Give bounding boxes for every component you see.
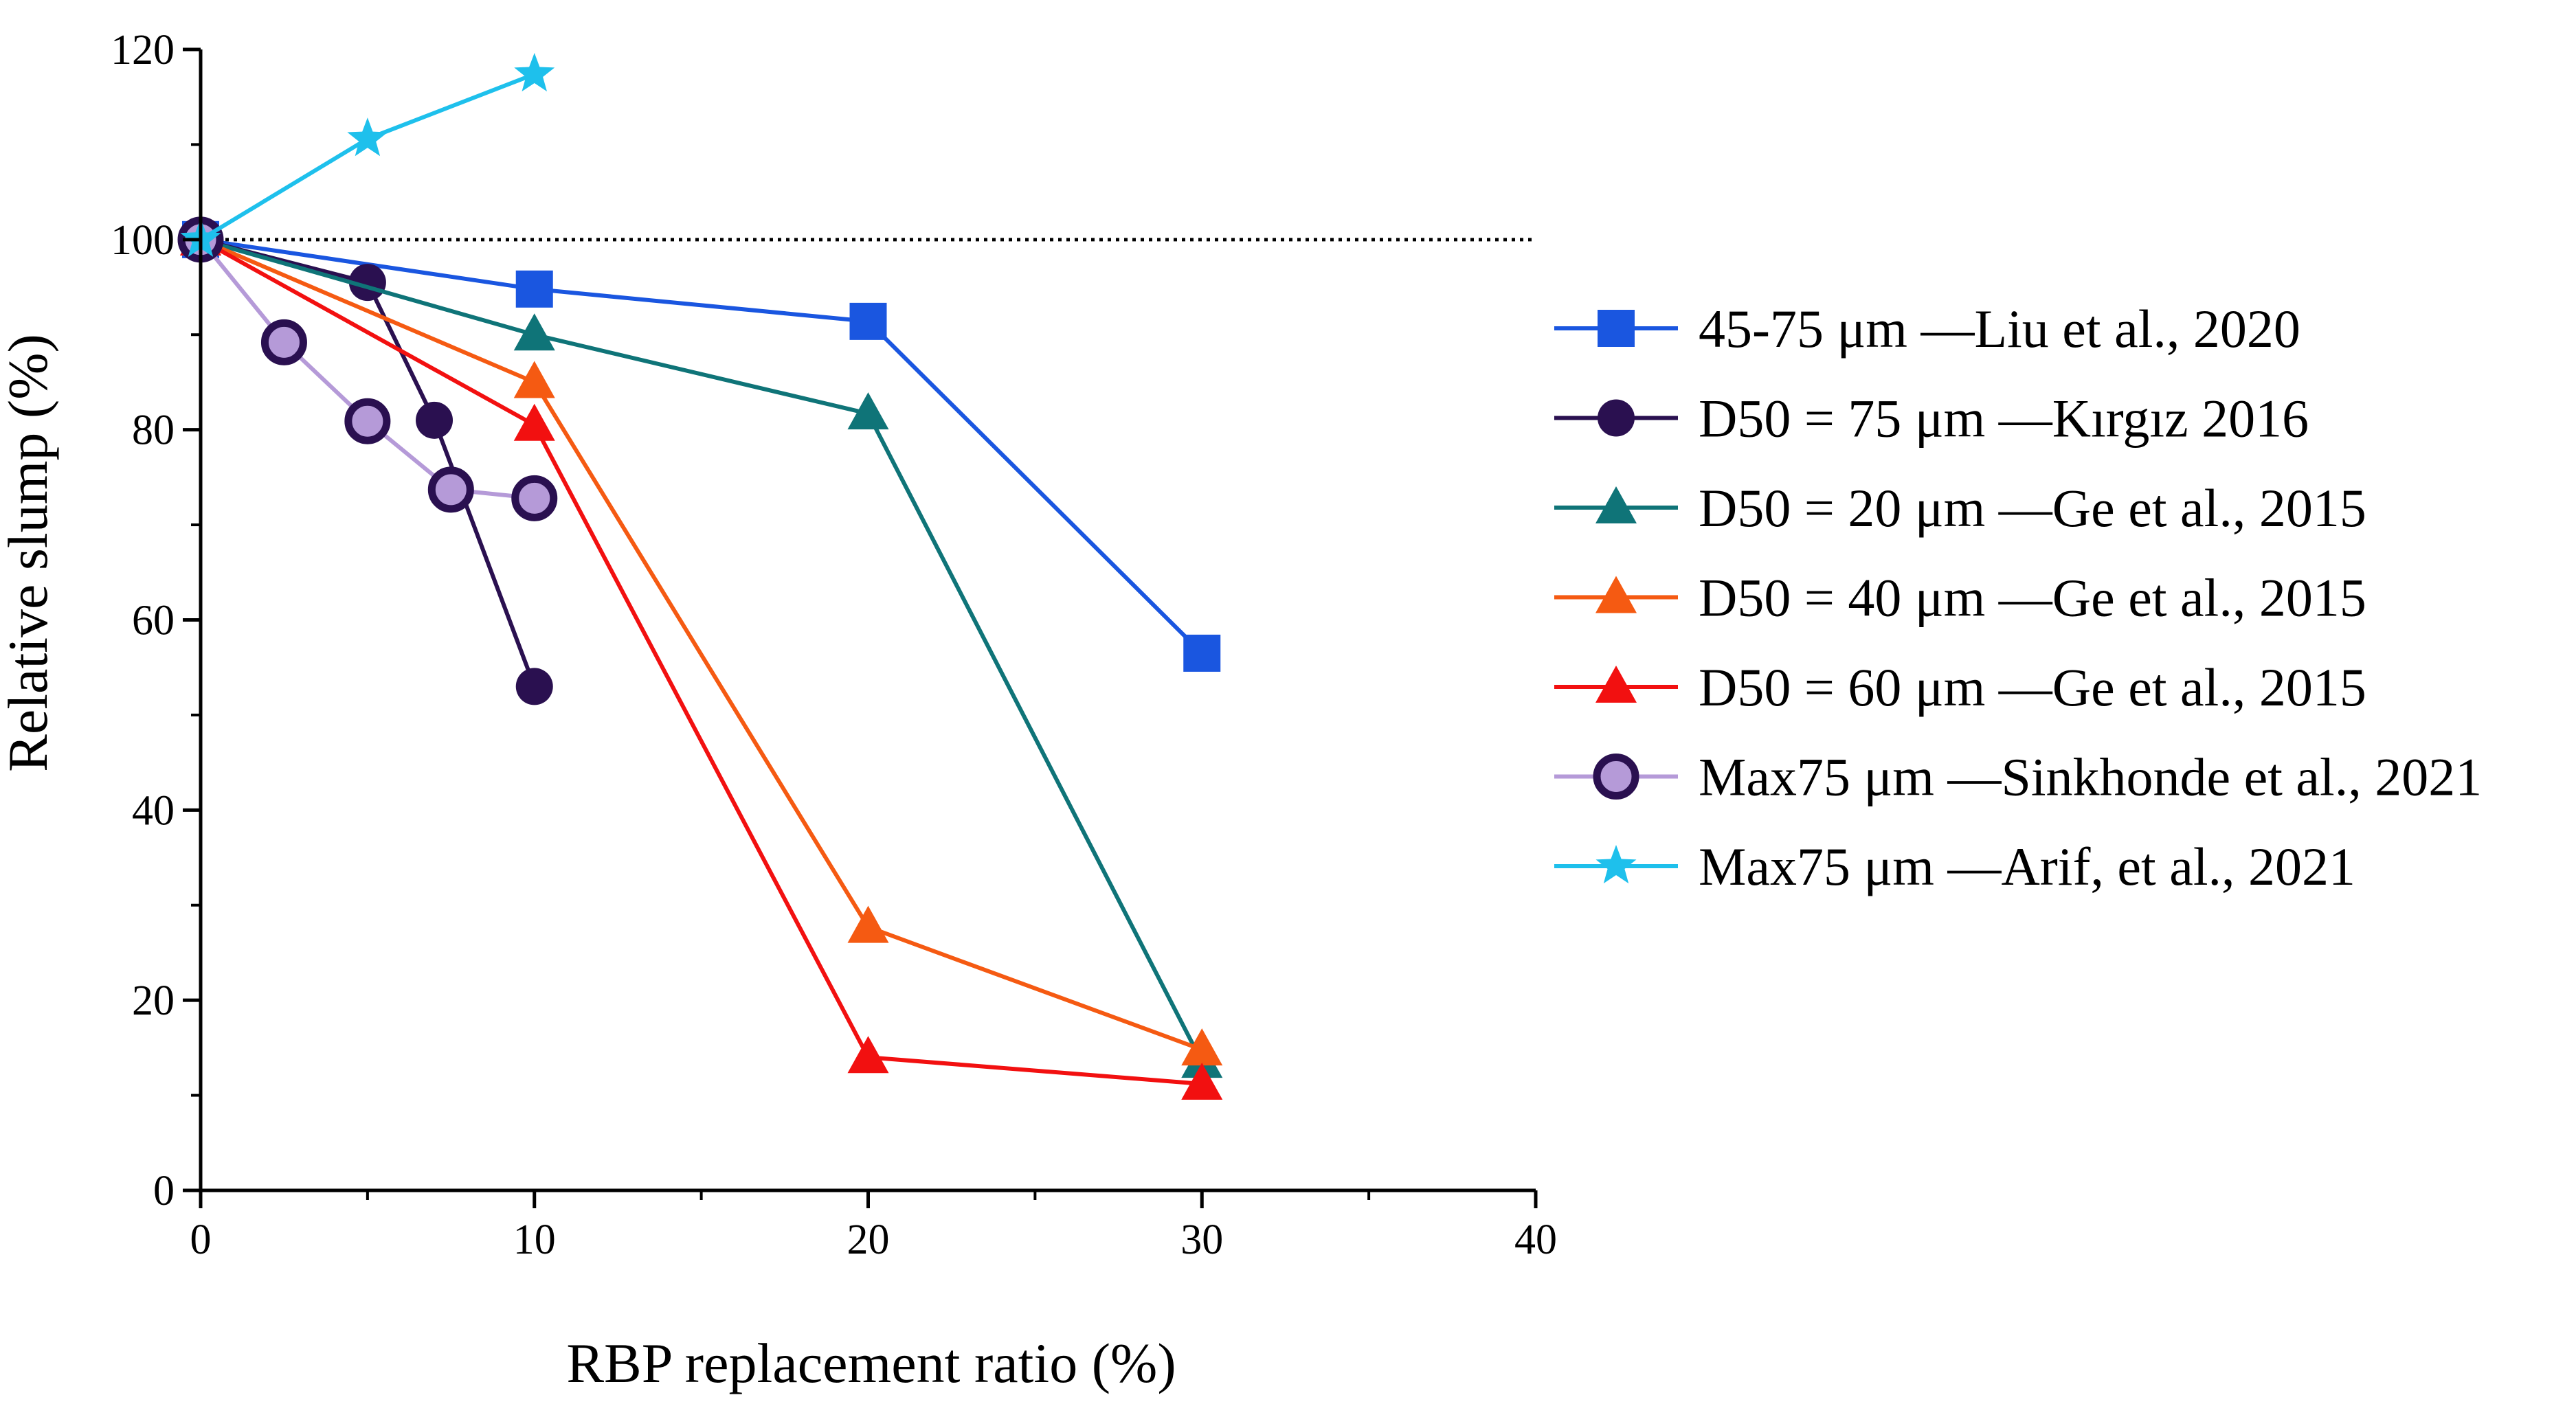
legend-label: Max75 μm —Arif, et al., 2021 bbox=[1699, 837, 2355, 896]
data-point bbox=[847, 905, 889, 943]
series-line bbox=[199, 238, 1202, 1086]
legend-marker bbox=[1598, 310, 1635, 347]
series-line bbox=[200, 237, 1204, 1063]
x-tick-label: 40 bbox=[1514, 1216, 1557, 1263]
legend-item: Max75 μm —Arif, et al., 2021 bbox=[1554, 837, 2355, 896]
series-2 bbox=[182, 220, 553, 705]
legend-item: D50 = 75 μm —Kırgız 2016 bbox=[1554, 389, 2309, 449]
data-point bbox=[514, 53, 555, 92]
series-line bbox=[199, 238, 1203, 1052]
x-tick-label: 10 bbox=[513, 1216, 556, 1263]
legend: 45-75 μm —Liu et al., 2020 D50 = 75 μm —K… bbox=[1554, 299, 2482, 896]
series-line bbox=[200, 237, 537, 688]
y-tick-label: 100 bbox=[111, 217, 175, 264]
legend-label: D50 = 40 μm —Ge et al., 2015 bbox=[1699, 568, 2366, 628]
legend-marker bbox=[1598, 399, 1635, 437]
x-tick-label: 30 bbox=[1180, 1216, 1223, 1263]
data-point bbox=[513, 313, 555, 351]
data-point bbox=[515, 270, 553, 308]
data-point bbox=[347, 117, 388, 157]
data-point bbox=[849, 302, 887, 340]
legend-label: D50 = 20 μm —Ge et al., 2015 bbox=[1699, 478, 2366, 538]
y-tick-label: 40 bbox=[132, 787, 175, 834]
legend-item: Max75 μm —Sinkhonde et al., 2021 bbox=[1554, 747, 2482, 807]
legend-marker bbox=[1595, 486, 1637, 523]
series-6 bbox=[177, 216, 558, 521]
legend-marker bbox=[1595, 576, 1637, 613]
y-tick-label: 0 bbox=[153, 1168, 175, 1214]
series-7 bbox=[180, 53, 555, 257]
data-point bbox=[511, 475, 558, 521]
y-tick-label: 120 bbox=[111, 27, 175, 73]
data-point bbox=[513, 361, 555, 398]
legend-label: D50 = 60 μm —Ge et al., 2015 bbox=[1699, 657, 2366, 717]
data-point bbox=[260, 319, 307, 365]
series-4 bbox=[180, 218, 1223, 1066]
x-axis-title: RBP replacement ratio (%) bbox=[566, 1332, 1176, 1394]
legend-marker bbox=[1595, 666, 1637, 703]
legend-marker bbox=[1593, 754, 1639, 800]
data-point bbox=[513, 403, 555, 441]
series-group bbox=[177, 53, 1223, 1100]
legend-label: Max75 μm —Sinkhonde et al., 2021 bbox=[1699, 747, 2482, 807]
data-point bbox=[416, 401, 453, 439]
data-point bbox=[344, 398, 391, 444]
legend-item: D50 = 60 μm —Ge et al., 2015 bbox=[1554, 657, 2366, 717]
x-tick-label: 0 bbox=[190, 1216, 212, 1263]
x-tick-label: 20 bbox=[847, 1216, 890, 1263]
data-point bbox=[847, 1036, 889, 1074]
series-1 bbox=[182, 220, 1221, 672]
legend-label: 45-75 μm —Liu et al., 2020 bbox=[1699, 299, 2300, 359]
series-5 bbox=[180, 218, 1223, 1100]
axes bbox=[199, 49, 1536, 1192]
data-point bbox=[515, 668, 553, 705]
data-point bbox=[1181, 1062, 1223, 1100]
data-point bbox=[1183, 634, 1221, 672]
data-point bbox=[847, 392, 889, 430]
legend-marker bbox=[1595, 845, 1637, 884]
ticks: 0 20 40 60 80 100 120 0 10 20 30 40 bbox=[111, 27, 1557, 1263]
data-point bbox=[427, 466, 474, 513]
y-tick-label: 80 bbox=[132, 407, 175, 454]
legend-item: D50 = 20 μm —Ge et al., 2015 bbox=[1554, 478, 2366, 538]
data-point bbox=[1181, 1028, 1223, 1066]
series-3 bbox=[180, 218, 1223, 1078]
legend-item: 45-75 μm —Liu et al., 2020 bbox=[1554, 299, 2300, 359]
legend-item: D50 = 40 μm —Ge et al., 2015 bbox=[1554, 568, 2366, 628]
y-axis-title: Relative slump (%) bbox=[0, 334, 59, 772]
y-tick-label: 20 bbox=[132, 977, 175, 1024]
series-line bbox=[199, 72, 535, 242]
legend-label: D50 = 75 μm —Kırgız 2016 bbox=[1699, 389, 2309, 449]
y-tick-label: 60 bbox=[132, 598, 175, 644]
